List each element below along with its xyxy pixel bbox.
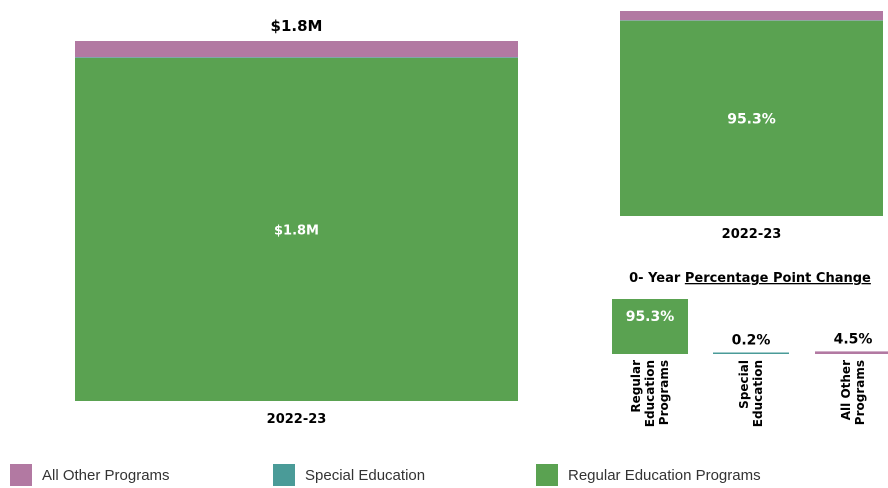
change-bar-other — [815, 351, 888, 354]
change-category-label-0-1: Education — [643, 360, 657, 427]
legend-item-special-education: Special Education — [273, 464, 425, 486]
change-category-label-1-1: Education — [751, 360, 765, 427]
change-chart-title-underlined: Percentage Point Change — [685, 271, 871, 286]
change-category-label-1-0: Special — [737, 360, 751, 409]
change-bar-special — [713, 353, 789, 355]
bar1-other-segment — [75, 41, 518, 57]
change-value-regular: 95.3% — [626, 309, 675, 325]
change-category-label-0-2: Programs — [657, 360, 671, 425]
bar2-other-segment — [620, 11, 883, 20]
legend-swatch-all-other — [10, 464, 32, 486]
legend-item-all-other-programs: All Other Programs — [10, 464, 170, 486]
legend-item-regular-education: Regular Education Programs — [536, 464, 761, 486]
change-chart-title-prefix: 0- Year — [629, 271, 685, 286]
bar2-x-tick: 2022-23 — [722, 227, 782, 242]
change-category-label-2-0: All Other — [839, 360, 853, 420]
change-category-label-0-0: Regular — [629, 360, 643, 413]
legend-label-all-other: All Other Programs — [42, 467, 170, 484]
legend-swatch-special — [273, 464, 295, 486]
bar2-regular-label: 95.3% — [727, 111, 776, 127]
legend: All Other Programs Special Education Reg… — [0, 464, 888, 488]
bar1-regular-label: $1.8M — [274, 223, 319, 238]
legend-label-regular: Regular Education Programs — [568, 467, 761, 484]
change-value-special: 0.2% — [732, 333, 771, 349]
legend-label-special: Special Education — [305, 467, 425, 484]
bar1-x-tick: 2022-23 — [267, 412, 327, 427]
change-value-other: 4.5% — [834, 331, 873, 347]
change-category-label-2-1: Programs — [853, 360, 867, 425]
bar1-total-label: $1.8M — [271, 17, 323, 35]
legend-swatch-regular — [536, 464, 558, 486]
chart-canvas: $1.8M $1.8M 2022-23 95.3% 2022-23 0- Year Per… — [0, 0, 888, 464]
bar1-special-segment — [75, 57, 518, 58]
change-chart-title: 0- Year Percentage Point Change — [629, 271, 871, 286]
change-bar-regular — [612, 299, 688, 354]
